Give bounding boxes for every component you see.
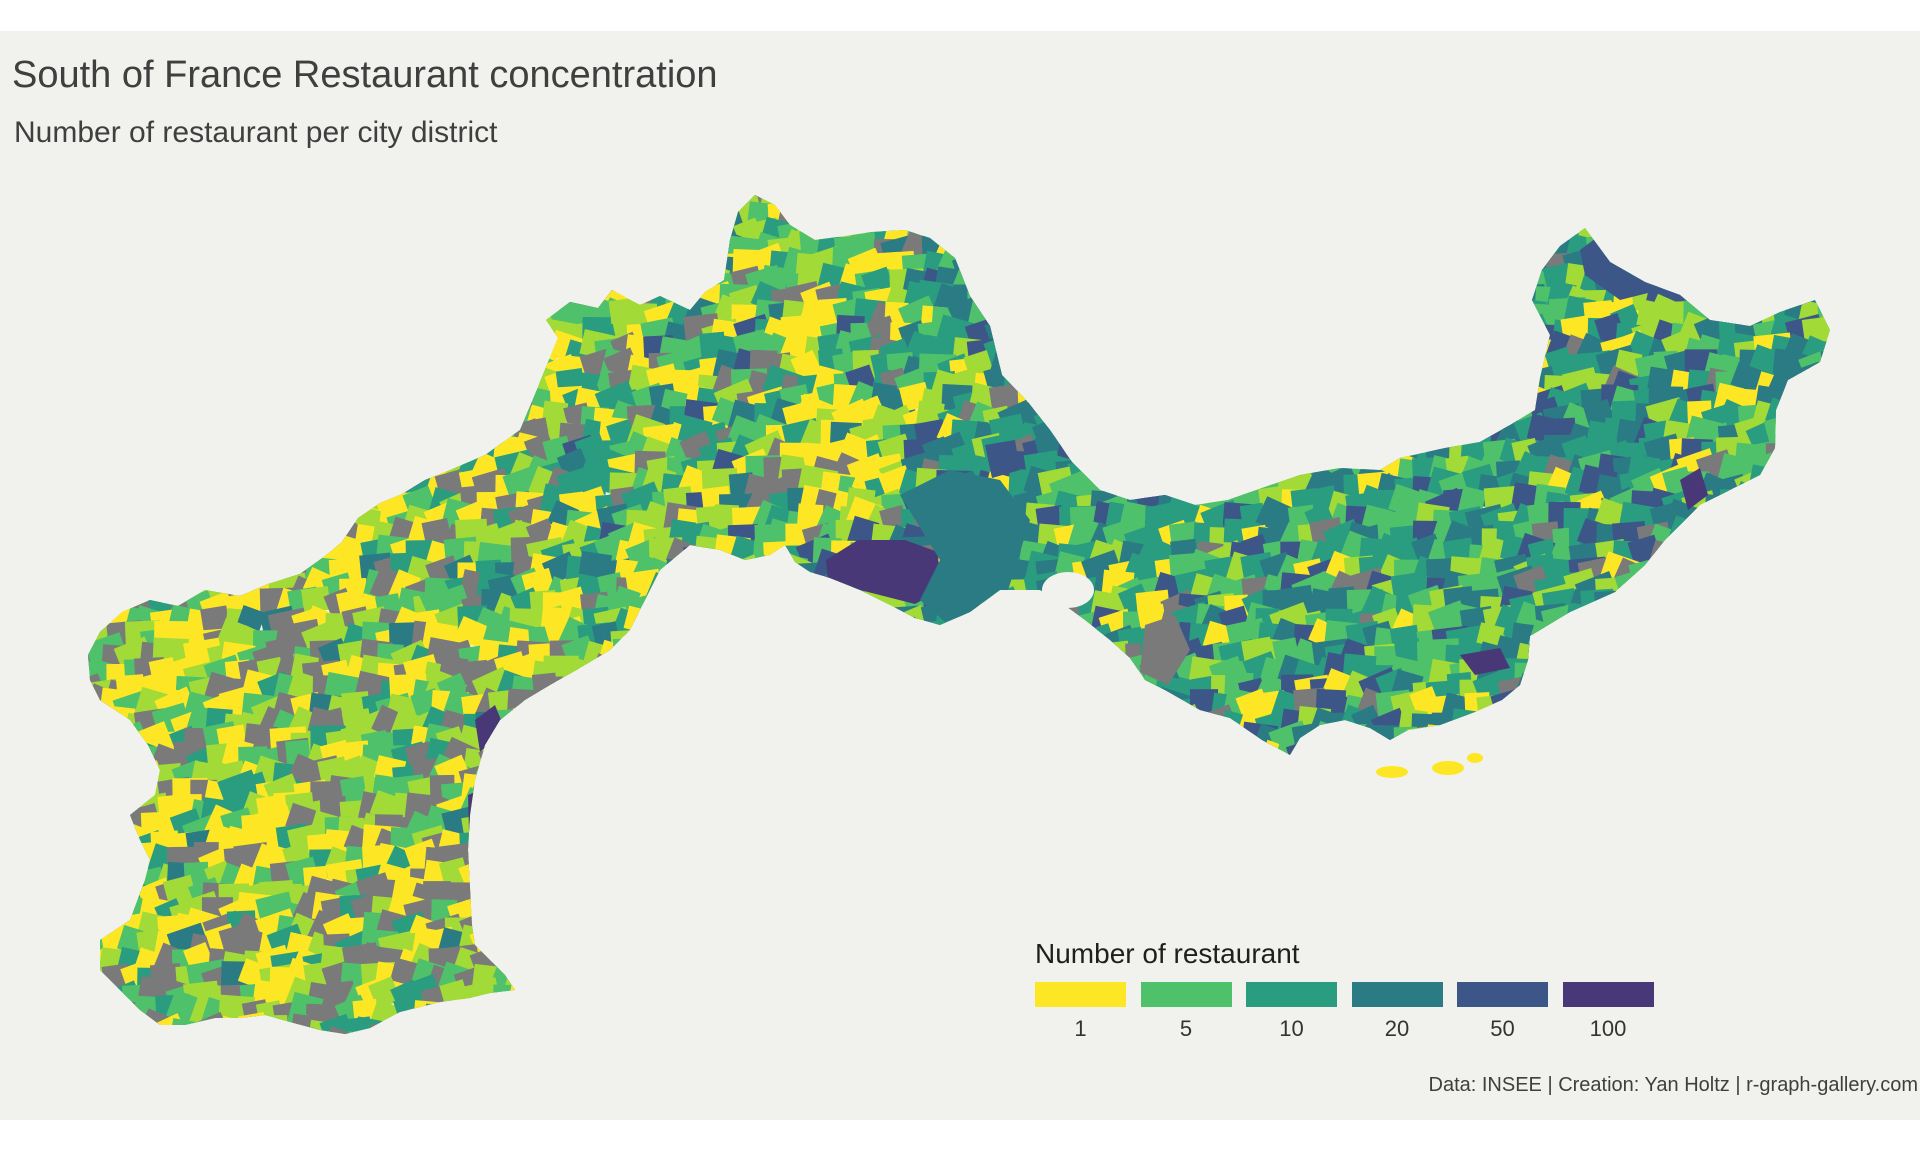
coastline-islands: [1042, 572, 1483, 778]
page-title: South of France Restaurant concentration: [12, 54, 718, 96]
legend-key-5: [1140, 982, 1232, 1007]
legend-key-100: [1562, 982, 1654, 1007]
legend-label-50: 50: [1490, 1016, 1515, 1041]
legend-key-1: [1035, 982, 1126, 1007]
caption: Data: INSEE | Creation: Yan Holtz | r-gr…: [1428, 1074, 1918, 1096]
legend-label-100: 100: [1589, 1016, 1627, 1041]
legend-label-1: 1: [1074, 1016, 1087, 1041]
legend-key-10: [1246, 982, 1337, 1007]
page-subtitle: Number of restaurant per city district: [14, 116, 498, 149]
legend-label-20: 20: [1384, 1016, 1410, 1041]
legend-title: Number of restaurant: [1035, 938, 1300, 969]
legend-key-50: [1457, 982, 1548, 1007]
legend-label-5: 5: [1179, 1016, 1193, 1041]
legend-label-10: 10: [1279, 1016, 1304, 1041]
legend-key-20: [1351, 982, 1443, 1007]
district-cells: [88, 195, 1830, 1034]
